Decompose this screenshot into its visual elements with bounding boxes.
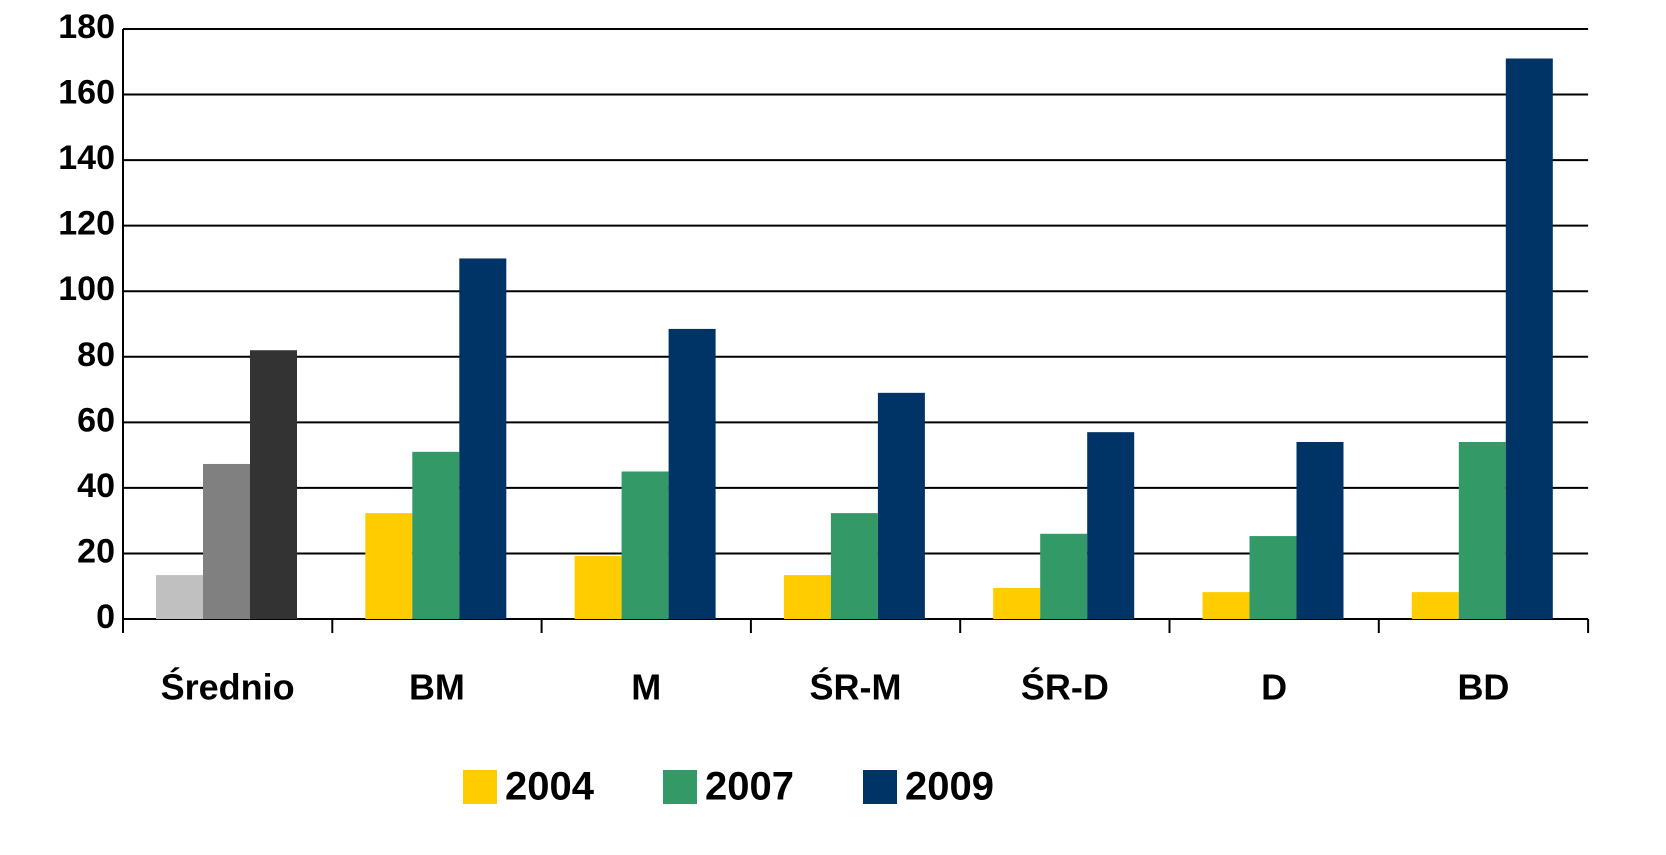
- legend-swatch: [663, 770, 697, 804]
- y-tick-label: 140: [58, 139, 115, 177]
- legend-label: 2009: [905, 765, 994, 809]
- bar: [250, 350, 297, 619]
- x-tick-label: BD: [1457, 667, 1509, 708]
- bar: [830, 513, 878, 619]
- bar: [1249, 536, 1297, 619]
- bar: [574, 556, 622, 619]
- x-tick-label: D: [1261, 667, 1287, 708]
- x-tick-label: M: [631, 667, 661, 708]
- y-tick-label: 80: [77, 336, 115, 374]
- y-tick-label: 180: [58, 8, 115, 46]
- bar: [1411, 592, 1459, 619]
- x-tick-label: BM: [409, 667, 465, 708]
- bar: [412, 451, 460, 619]
- legend-swatch: [863, 770, 897, 804]
- bar: [621, 471, 669, 619]
- legend-swatch: [463, 770, 497, 804]
- x-tick-label: Średnio: [161, 666, 295, 708]
- x-tick-label: ŚR-M: [810, 666, 902, 708]
- y-tick-label: 0: [96, 598, 115, 636]
- y-tick-label: 100: [58, 270, 115, 308]
- bar: [459, 258, 507, 619]
- bar: [1040, 533, 1088, 619]
- bar: [1505, 58, 1553, 619]
- bar: [1458, 442, 1506, 619]
- legend-label: 2004: [505, 765, 595, 809]
- x-tick-label: ŚR-D: [1021, 666, 1109, 708]
- bar: [877, 392, 925, 619]
- bar: [783, 575, 831, 619]
- y-tick-label: 120: [58, 205, 115, 243]
- bar: [1202, 592, 1250, 619]
- bar: [993, 587, 1041, 619]
- bar: [203, 463, 250, 619]
- y-tick-label: 20: [77, 532, 115, 570]
- bar: [365, 513, 413, 619]
- y-tick-label: 60: [77, 401, 115, 439]
- bar: [1296, 442, 1344, 619]
- bar: [668, 328, 716, 619]
- y-tick-label: 40: [77, 467, 115, 505]
- bar: [156, 575, 203, 619]
- bar: [1087, 432, 1135, 619]
- legend-label: 2007: [705, 765, 794, 809]
- y-tick-label: 160: [58, 74, 115, 112]
